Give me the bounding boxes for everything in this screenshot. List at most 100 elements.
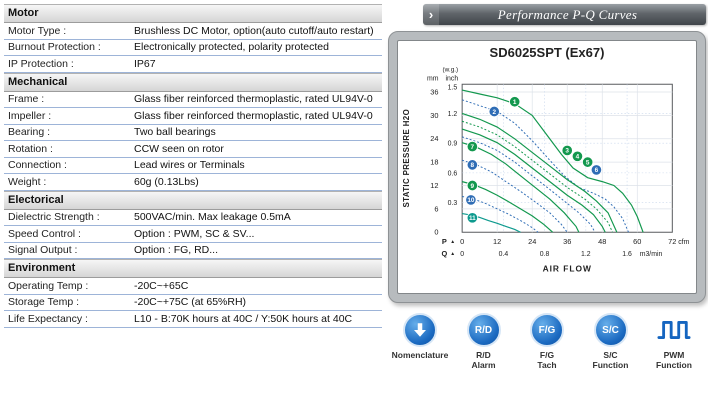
svg-text:36: 36 bbox=[430, 87, 438, 96]
svg-text:8: 8 bbox=[471, 162, 475, 169]
curve-badge-9 bbox=[466, 179, 478, 192]
curve-badge-11 bbox=[466, 212, 478, 224]
curve-badge-10 bbox=[465, 194, 477, 206]
pq-chart-box: SD6025SPT (Ex67) 1 2 3 4 5 6 7 8 9 10 11 0 6 12 18 24 30… bbox=[397, 40, 697, 294]
svg-text:0: 0 bbox=[434, 228, 438, 237]
spec-row-rotation: Rotation : CCW seen on rotor bbox=[4, 141, 382, 158]
svg-text:18: 18 bbox=[430, 158, 438, 167]
spec-label: Weight : bbox=[8, 175, 47, 188]
svg-text:7: 7 bbox=[471, 144, 475, 151]
download-arrow-icon bbox=[403, 313, 437, 347]
spec-value: Option : PWM, SC & SV... bbox=[134, 227, 255, 240]
pq-curve-3 bbox=[461, 112, 618, 233]
ribbon-title: Performance P-Q Curves bbox=[497, 6, 638, 22]
button-label: R/D Alarm bbox=[471, 350, 496, 370]
curve-badge-2 bbox=[488, 105, 500, 118]
spec-label: Rotation : bbox=[8, 142, 53, 155]
spec-label: Life Expectancy : bbox=[8, 312, 88, 325]
spec-row-weight: Weight : 60g (0.13Lbs) bbox=[4, 174, 382, 191]
spec-value: Glass fiber reinforced thermoplastic, ra… bbox=[134, 93, 373, 105]
svg-text:inch: inch bbox=[446, 75, 459, 82]
spec-label: IP Protection : bbox=[8, 57, 74, 70]
curve-badge-6 bbox=[590, 164, 603, 176]
svg-text:1: 1 bbox=[513, 99, 517, 106]
svg-text:0.4: 0.4 bbox=[499, 251, 509, 258]
button-r-d-alarm[interactable]: R/D R/D Alarm bbox=[454, 313, 514, 370]
pq-curve-10 bbox=[462, 195, 539, 233]
button-label: S/C Function bbox=[592, 350, 629, 370]
badge-icon-s-c: S/C bbox=[593, 313, 628, 347]
spec-row-frame: Frame : Glass fiber reinforced thermoplas… bbox=[4, 92, 382, 108]
svg-text:24: 24 bbox=[430, 134, 438, 143]
svg-text:5: 5 bbox=[586, 159, 590, 166]
svg-text:cfm: cfm bbox=[678, 239, 689, 246]
spec-value: CCW seen on rotor bbox=[134, 142, 224, 155]
svg-text:mm: mm bbox=[427, 75, 439, 82]
spec-label: Impeller : bbox=[8, 109, 52, 122]
section-header-environment: Environment bbox=[4, 259, 382, 278]
svg-text:0.3: 0.3 bbox=[448, 200, 458, 207]
spec-row-burnout-protection: Burnout Protection : Electronically prote… bbox=[4, 40, 382, 56]
curve-badge-4 bbox=[571, 150, 584, 162]
button-label: PWM Function bbox=[656, 350, 692, 370]
svg-text:1.5: 1.5 bbox=[448, 85, 458, 92]
pq-curve-8 bbox=[461, 159, 568, 233]
spec-label: Bearing : bbox=[8, 126, 51, 138]
spec-row-life-expectancy: Life Expectancy : L10 - B:70K hours at 40… bbox=[4, 311, 382, 328]
spec-label: Motor Type : bbox=[8, 24, 67, 37]
spec-value: -20C~+65C bbox=[134, 279, 189, 292]
svg-text:1.2: 1.2 bbox=[581, 251, 591, 258]
spec-row-speed-control: Speed Control : Option : PWM, SC & SV... bbox=[4, 226, 382, 243]
spec-row-impeller: Impeller : Glass fiber reinforced thermop… bbox=[4, 108, 382, 125]
spec-row-signal-output: Signal Output : Option : FG, RD... bbox=[4, 243, 382, 259]
spec-value: IP67 bbox=[134, 57, 156, 70]
svg-text:60: 60 bbox=[633, 237, 641, 246]
badge-icon-r-d: R/D bbox=[466, 313, 501, 347]
spec-value: Lead wires or Terminals bbox=[134, 159, 245, 171]
spec-value: Glass fiber reinforced thermoplastic, ra… bbox=[134, 109, 373, 122]
spec-label: Speed Control : bbox=[8, 227, 81, 240]
svg-text:0.9: 0.9 bbox=[448, 141, 458, 148]
spec-table: Motor Motor Type : Brushless DC Motor, opt… bbox=[4, 4, 382, 396]
svg-text:1.6: 1.6 bbox=[622, 251, 632, 258]
spec-label: Connection : bbox=[8, 159, 67, 171]
svg-text:6: 6 bbox=[434, 204, 438, 213]
spec-value: -20C~+75C (at 65%RH) bbox=[134, 296, 247, 308]
svg-text:0: 0 bbox=[460, 237, 464, 246]
svg-text:3: 3 bbox=[565, 148, 569, 155]
spec-row-bearing: Bearing : Two ball bearings bbox=[4, 125, 382, 141]
spec-value: Brushless DC Motor, option(auto cutoff/a… bbox=[134, 24, 374, 37]
button-nomenclature[interactable]: Nomenclature bbox=[390, 313, 450, 370]
curve-badge-7 bbox=[466, 140, 478, 153]
pq-curve-6 bbox=[461, 136, 596, 233]
svg-text:11: 11 bbox=[469, 215, 476, 222]
pq-curve-7 bbox=[461, 142, 580, 233]
svg-text:9: 9 bbox=[471, 183, 475, 190]
svg-text:0: 0 bbox=[460, 251, 464, 258]
spec-row-ip-protection: IP Protection : IP67 bbox=[4, 56, 382, 73]
spec-value: L10 - B:70K hours at 40C / Y:50K hours a… bbox=[134, 312, 353, 325]
svg-text:2: 2 bbox=[492, 109, 496, 116]
svg-text:6: 6 bbox=[595, 167, 599, 174]
svg-text:24: 24 bbox=[528, 237, 536, 246]
button-s-c-function[interactable]: S/C S/C Function bbox=[581, 313, 641, 370]
button-pwm-function[interactable]: PWM Function bbox=[644, 313, 704, 370]
button-label: F/G Tach bbox=[537, 350, 557, 370]
spec-label: Signal Output : bbox=[8, 244, 78, 256]
pq-chart: 12345678910110612182430360.30.60.91.21.5… bbox=[402, 66, 690, 273]
pwm-wave-icon bbox=[657, 313, 691, 347]
spec-row-motor-type: Motor Type : Brushless DC Motor, option(a… bbox=[4, 23, 382, 40]
svg-text:12: 12 bbox=[493, 237, 501, 246]
curve-badge-5 bbox=[582, 156, 594, 168]
button-f-g-tach[interactable]: F/G F/G Tach bbox=[517, 313, 577, 370]
svg-text:m3/min: m3/min bbox=[640, 251, 663, 258]
spec-value: 60g (0.13Lbs) bbox=[134, 175, 199, 188]
chevron-right-icon: › bbox=[423, 4, 439, 25]
performance-column: › Performance P-Q Curves SD6025SPT (Ex67… bbox=[388, 4, 706, 396]
pq-curve-1 bbox=[462, 89, 644, 233]
spec-label: Burnout Protection : bbox=[8, 41, 101, 53]
svg-text:12: 12 bbox=[430, 181, 438, 190]
svg-text:36: 36 bbox=[563, 237, 571, 246]
curve-badge-3 bbox=[561, 144, 573, 157]
spec-value: 500VAC/min. Max leakage 0.5mA bbox=[134, 211, 291, 223]
